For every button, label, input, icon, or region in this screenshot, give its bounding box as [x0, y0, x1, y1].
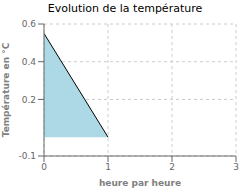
svg-text:heure par heure: heure par heure — [99, 178, 181, 188]
svg-text:0: 0 — [41, 162, 47, 172]
svg-text:3: 3 — [233, 162, 239, 172]
svg-text:1: 1 — [105, 162, 111, 172]
svg-text:0.4: 0.4 — [22, 57, 37, 67]
svg-text:2: 2 — [169, 162, 175, 172]
svg-text:-0.1: -0.1 — [18, 151, 36, 161]
html-text:Evolution de la température: Evolution de la température — [47, 2, 203, 15]
svg-text:0.6: 0.6 — [22, 19, 37, 29]
svg-text:Température en °C: Température en °C — [8, 42, 11, 137]
svg-text:0.2: 0.2 — [22, 95, 36, 105]
